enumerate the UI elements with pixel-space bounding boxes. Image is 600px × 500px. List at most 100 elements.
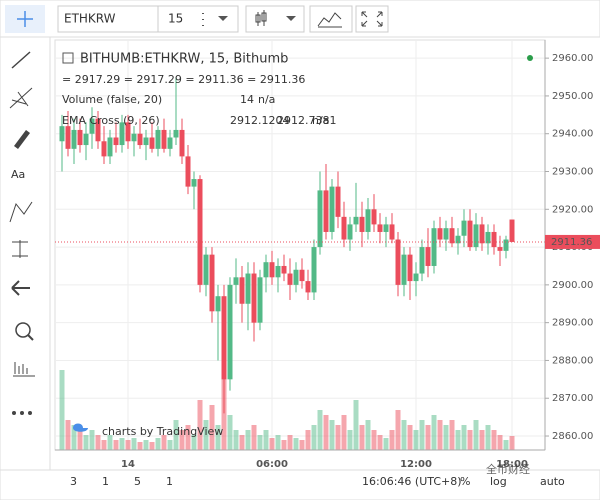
candles: [55, 77, 545, 414]
volume-bar: [365, 420, 371, 450]
tv-logo: [73, 423, 88, 432]
volume-bar: [437, 420, 443, 450]
range-btn[interactable]: 3: [70, 475, 77, 488]
y-tick-label: 2880.00: [552, 355, 593, 366]
volume-bar: [209, 405, 215, 450]
indicators-icon: [317, 12, 342, 28]
volume-bar: [113, 440, 119, 450]
volume-bar: [443, 425, 449, 450]
candle-body: [227, 284, 233, 380]
candle-body: [59, 126, 65, 142]
candle-body: [239, 277, 245, 304]
candle-body: [365, 209, 371, 232]
volume-bar: [155, 438, 161, 450]
volume-bar: [455, 430, 461, 450]
volume-bar: [335, 425, 341, 450]
volume-bar: [281, 440, 287, 450]
volume-bar: [287, 435, 293, 450]
volume-bar: [371, 430, 377, 450]
volume-bar: [479, 430, 485, 450]
candle-body: [461, 220, 467, 236]
candle-body: [485, 231, 491, 244]
brush-tool[interactable]: [14, 130, 30, 149]
candle-body: [77, 129, 83, 146]
candle-body: [191, 179, 197, 187]
candle-body: [269, 262, 275, 278]
candle-body: [167, 137, 173, 149]
y-tick-label: 2960.00: [552, 53, 593, 64]
more-dot[interactable]: [12, 411, 16, 415]
volume-bar: [395, 410, 401, 450]
symbol-box[interactable]: [57, 5, 159, 33]
volume-bar: [323, 415, 329, 450]
volume-bar: [191, 435, 197, 450]
percent-btn[interactable]: %: [460, 475, 470, 488]
pattern-tool[interactable]: [9, 201, 33, 223]
volume-bar: [497, 435, 503, 450]
volume-bar: [101, 440, 107, 450]
candle-body: [197, 179, 203, 285]
plot-area: [54, 39, 546, 451]
volume-bar: [83, 435, 89, 450]
interval: 15: [168, 12, 183, 26]
range-btn[interactable]: 1: [166, 475, 173, 488]
candle-body: [353, 216, 359, 225]
candle-body: [137, 133, 143, 146]
y-tick-label: 2890.00: [552, 318, 593, 329]
candle-body: [203, 254, 209, 285]
y-tick-label: 2940.00: [552, 129, 593, 140]
volume-bar: [59, 370, 65, 450]
volume-bar: [263, 430, 269, 450]
range-btn[interactable]: 1: [102, 475, 109, 488]
measure-tool[interactable]: [12, 240, 28, 258]
candle-body: [335, 186, 341, 217]
range-btn[interactable]: 5: [134, 475, 141, 488]
text-tool[interactable]: Aa: [11, 168, 25, 181]
measure-bars-tool[interactable]: [13, 362, 35, 377]
volume-bar: [413, 430, 419, 450]
collapse-btn[interactable]: [62, 52, 74, 64]
volume-bar: [401, 420, 407, 450]
candle-body: [305, 281, 311, 293]
volume-bar: [305, 430, 311, 450]
candle-body: [329, 186, 335, 232]
range-buttons: 3 1 5 1: [70, 475, 173, 488]
volume-value: 14: [240, 93, 254, 106]
volume-bar: [167, 440, 173, 450]
chart-style-box[interactable]: [245, 5, 305, 33]
crosshair-icon: [17, 11, 33, 27]
auto-btn[interactable]: auto: [540, 475, 565, 488]
fullscreen-btn[interactable]: [355, 5, 389, 33]
candle-body: [455, 235, 461, 244]
axes: 2860.002870.002880.002890.002900.002910.…: [121, 53, 600, 470]
y-tick-label: 2900.00: [552, 280, 593, 291]
volume-bar: [329, 420, 335, 450]
volume-bar: [383, 438, 389, 450]
candle-body: [401, 254, 407, 285]
fib-tool[interactable]: [9, 87, 33, 109]
volume-bar: [77, 430, 83, 450]
volume-bar: [509, 436, 515, 450]
y-tick-label: 2950.00: [552, 91, 593, 102]
zoom-tool[interactable]: [15, 322, 31, 338]
candle-body: [359, 216, 365, 232]
volume-bar: [311, 425, 317, 450]
candle-body: [233, 277, 239, 285]
candle-body: [161, 129, 167, 149]
clock: 16:06:46 (UTC+8): [362, 475, 462, 488]
remove-tool[interactable]: [11, 280, 30, 296]
volume-bar: [89, 430, 95, 450]
candle-body: [377, 224, 383, 232]
volume-bar: [203, 420, 209, 450]
y-tick-label: 2870.00: [552, 393, 593, 404]
last-price-tag: [545, 234, 600, 249]
log-btn[interactable]: log: [490, 475, 507, 488]
volume-bar: [299, 440, 305, 450]
candle-body: [413, 273, 419, 282]
volume-bar: [293, 438, 299, 450]
candle-body: [185, 156, 191, 187]
candle-body: [383, 224, 389, 232]
candle-icon: [255, 10, 267, 26]
trendline-tool[interactable]: [11, 51, 31, 69]
